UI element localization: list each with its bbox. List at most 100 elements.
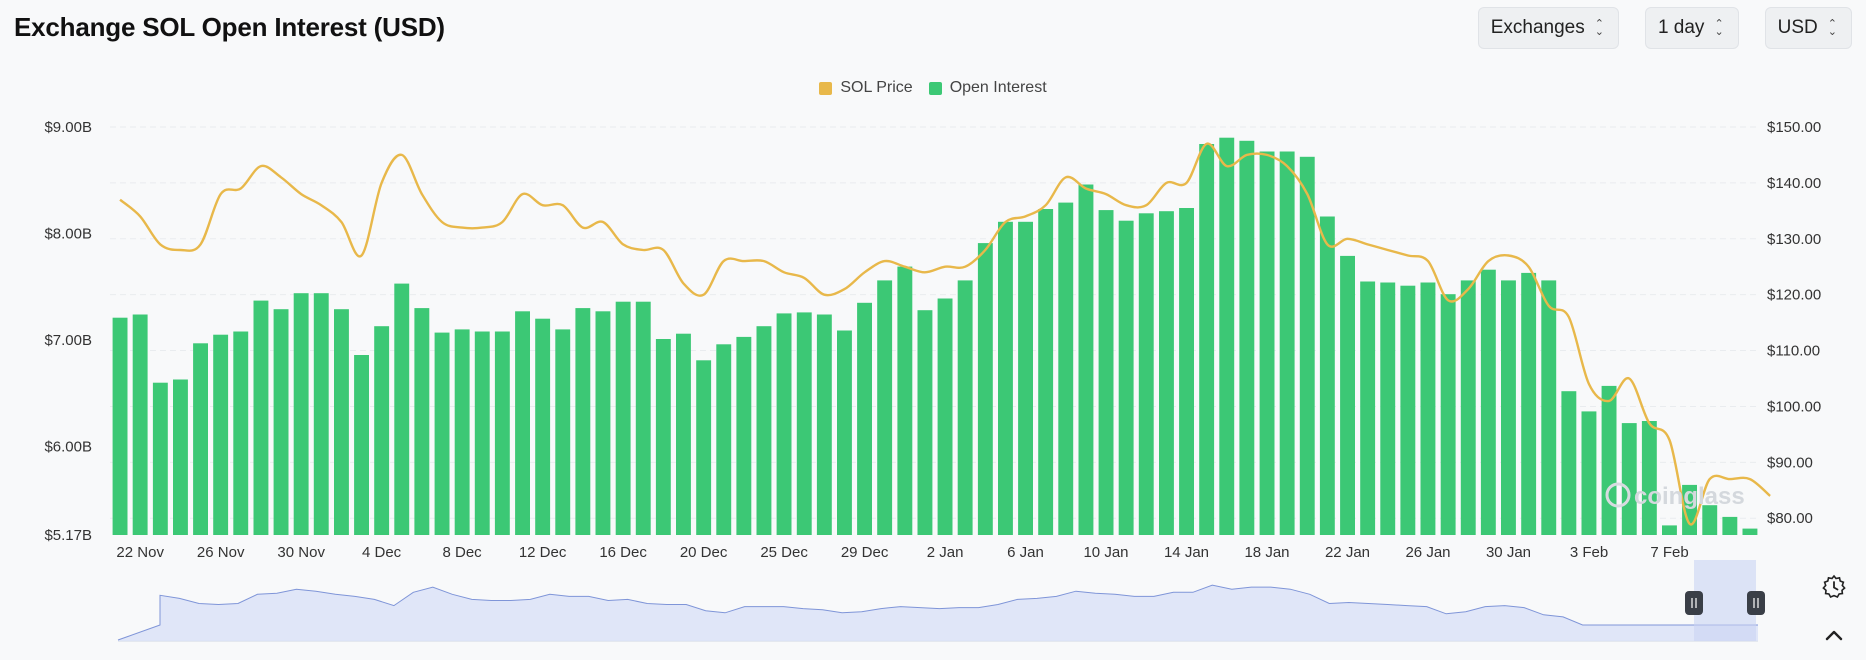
- oi-bar: [233, 331, 249, 535]
- oi-bar: [575, 308, 591, 535]
- oi-bar: [1199, 144, 1215, 535]
- oi-bar: [1722, 516, 1738, 535]
- x-tick-label: 20 Dec: [680, 544, 728, 561]
- oi-bar: [1239, 140, 1255, 536]
- y-right-tick-label: $150.00: [1767, 119, 1821, 136]
- scroll-top-button[interactable]: [1812, 614, 1856, 658]
- x-tick-label: 7 Feb: [1650, 544, 1688, 561]
- chevron-updown-icon: ⌃ ⌄: [1594, 18, 1604, 38]
- x-tick-label: 2 Jan: [927, 544, 964, 561]
- oi-bar: [756, 326, 772, 535]
- oi-bar: [736, 336, 752, 535]
- navigator-line: [117, 584, 1758, 641]
- oi-bar: [555, 329, 571, 535]
- oi-bar: [716, 344, 732, 535]
- x-tick-label: 25 Dec: [760, 544, 808, 561]
- x-tick-label: 22 Nov: [116, 544, 164, 561]
- navigator-handle: [1747, 591, 1765, 615]
- oi-bar: [1420, 282, 1436, 535]
- oi-bar: [1058, 202, 1074, 535]
- oi-bar: [897, 266, 913, 535]
- oi-bar: [837, 330, 852, 535]
- oi-bar: [1521, 272, 1537, 535]
- x-tick-label: 30 Nov: [277, 544, 325, 561]
- watermark-text: coinglass: [1634, 483, 1745, 510]
- oi-bar: [1279, 151, 1295, 535]
- currency-select[interactable]: USD ⌃ ⌄: [1764, 7, 1852, 49]
- oi-bar: [635, 301, 651, 535]
- x-tick-label: 4 Dec: [362, 544, 402, 561]
- oi-bar: [957, 280, 973, 535]
- oi-bar: [917, 310, 933, 535]
- oi-bar: [1098, 210, 1114, 535]
- oi-bar: [535, 318, 551, 535]
- x-tick-label: 6 Jan: [1007, 544, 1044, 561]
- navigator: [117, 560, 1765, 642]
- y-left-tick-label: $5.17B: [44, 527, 92, 544]
- oi-bar: [1400, 285, 1416, 535]
- oi-bar: [1380, 282, 1396, 535]
- y-right-tick-label: $100.00: [1767, 398, 1821, 415]
- legend-swatch-price: [819, 81, 833, 95]
- settings-button[interactable]: [1812, 565, 1856, 609]
- legend-label-oi: Open Interest: [949, 79, 1047, 96]
- oi-bar: [1179, 208, 1194, 535]
- oi-bar: [273, 309, 289, 535]
- oi-bar: [816, 314, 832, 535]
- oi-bar: [937, 298, 953, 535]
- oi-bar: [1219, 137, 1235, 535]
- oi-bar: [1561, 391, 1577, 535]
- oi-bar: [1702, 505, 1718, 535]
- oi-bar: [1460, 280, 1476, 535]
- oi-bar: [193, 343, 208, 535]
- oi-bar: [1621, 423, 1637, 535]
- oi-bar: [998, 221, 1013, 536]
- oi-bar: [1118, 220, 1134, 535]
- y-right-tick-label: $80.00: [1767, 510, 1813, 527]
- x-tick-label: 8 Dec: [443, 544, 483, 561]
- legend-label-price: SOL Price: [840, 79, 913, 96]
- oi-bar: [374, 326, 390, 535]
- legend-item-sol-price[interactable]: SOL Price: [819, 79, 913, 97]
- legend-swatch-oi: [928, 81, 942, 95]
- price-line: [119, 142, 1771, 526]
- oi-bar: [354, 355, 369, 535]
- legend-item-open-interest[interactable]: Open Interest: [928, 79, 1047, 97]
- x-tick-label: 18 Jan: [1244, 544, 1289, 561]
- oi-bar: [293, 293, 309, 535]
- oi-bar: [313, 293, 329, 535]
- exchanges-select-label: Exchanges: [1490, 17, 1585, 38]
- y-left-tick-label: $8.00B: [44, 226, 92, 243]
- oi-bar: [595, 311, 611, 535]
- oi-bar: [494, 331, 510, 535]
- oi-bar: [1742, 528, 1758, 535]
- x-axis: 22 Nov 26 Nov 30 Nov 4 Dec 8 Dec 12 Dec 16 Dec…: [116, 544, 1688, 561]
- oi-bar: [515, 311, 530, 535]
- chevron-updown-icon: ⌃ ⌄: [1827, 18, 1837, 38]
- oi-bar: [696, 360, 712, 535]
- y-right-tick-label: $90.00: [1767, 454, 1813, 471]
- x-tick-label: 26 Jan: [1405, 544, 1450, 561]
- navigator-selection: [1694, 560, 1756, 641]
- oi-bar: [1138, 213, 1154, 536]
- navigator-handle: [1685, 591, 1703, 615]
- price-line-group: [119, 142, 1771, 526]
- oi-bar: [152, 382, 168, 535]
- oi-bar: [253, 300, 269, 535]
- oi-bar: [454, 329, 470, 535]
- oi-bar: [676, 333, 691, 535]
- oi-bar: [796, 312, 812, 535]
- interval-select[interactable]: 1 day ⌃ ⌄: [1644, 7, 1739, 49]
- x-tick-label: 29 Dec: [841, 544, 889, 561]
- currency-select-label: USD: [1777, 17, 1818, 38]
- x-tick-label: 16 Dec: [599, 544, 647, 561]
- oi-bar: [1340, 255, 1355, 535]
- page-title: Exchange SOL Open Interest (USD): [14, 12, 445, 42]
- navigator-area: [118, 585, 1758, 641]
- y-left-tick-label: $7.00B: [44, 332, 92, 349]
- y-axis-left: $9.00B $8.00B $7.00B $6.00B $5.17B: [44, 119, 92, 544]
- chevron-up-icon: [1825, 630, 1843, 641]
- exchanges-select[interactable]: Exchanges ⌃ ⌄: [1477, 7, 1619, 49]
- oi-bar: [474, 331, 490, 535]
